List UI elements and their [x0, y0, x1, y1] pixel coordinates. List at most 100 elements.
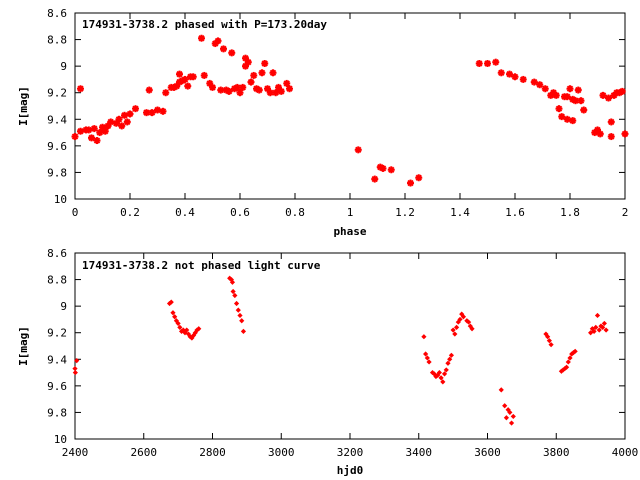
unphased-plot-data-point — [443, 367, 449, 373]
phased-plot-data-point — [577, 97, 585, 105]
phased-plot-data-point — [415, 174, 423, 182]
unphased-plot-ylabel: I[mag] — [17, 326, 30, 366]
phased-plot-data-point — [574, 86, 582, 94]
phased-plot-data-point — [121, 111, 128, 119]
phased-plot-ytick-label: 9.2 — [47, 87, 67, 100]
unphased-plot-data-point — [596, 327, 602, 333]
phased-plot-data-point — [233, 83, 241, 91]
phased-plot-xtick-label: 1.6 — [505, 206, 525, 219]
unphased-plot-data-point — [510, 413, 516, 420]
phased-plot-data-point — [269, 69, 277, 77]
unphased-plot-data-point — [421, 334, 427, 340]
phased-plot-data-point — [277, 87, 285, 95]
phased-plot-data-point — [123, 118, 131, 126]
phased-plot-data-point — [176, 70, 183, 78]
phased-plot-data-point — [77, 127, 84, 135]
phased-plot-data-point — [599, 91, 607, 99]
phased-plot-data-point — [200, 71, 208, 79]
unphased-plot-data-point — [601, 320, 607, 327]
phased-plot-data-point — [558, 113, 566, 121]
phased-plot-data-point — [484, 59, 491, 67]
unphased-plot-data-point — [503, 415, 510, 421]
phased-plot-ticks: 0 0.2 0.4 0.6 0.8 1 1.2 1.4 1.6 1.8 2 8.6 8.8 9 9.2 9.4… — [47, 7, 628, 219]
phased-plot-data-point — [569, 117, 577, 125]
phased-plot-xtick-label: 1.8 — [560, 206, 580, 219]
phased-plot-data-point — [77, 85, 84, 93]
unphased-plot-data-point — [426, 359, 432, 365]
unphased-plot-data-point — [74, 358, 80, 364]
phased-plot-data-point — [88, 134, 95, 142]
unphased-plot-data-point — [232, 292, 238, 299]
unphased-plot-xtick-label: 2800 — [199, 446, 226, 459]
phased-plot-data-point — [115, 115, 123, 123]
phased-plot-data-point — [118, 122, 126, 130]
phased-plot-data-point — [354, 146, 362, 154]
unphased-plot-data-point — [196, 326, 202, 332]
phased-plot-data-point — [159, 107, 167, 115]
unphased-plot-ytick-label: 8.6 — [47, 247, 67, 260]
unphased-plot-data-point — [448, 352, 455, 358]
unphased-plot-data-point — [570, 350, 577, 356]
phased-plot-data-point — [407, 179, 414, 187]
phased-plot-ytick-label: 8.6 — [47, 7, 67, 20]
unphased-plot-data-point — [229, 279, 236, 285]
unphased-plot-data-point — [457, 316, 463, 323]
unphased-plot-data-point — [452, 331, 458, 337]
unphased-plot-data-point — [507, 409, 513, 416]
unphased-plot-data-point — [424, 355, 430, 361]
phased-plot-data-point — [596, 130, 604, 138]
unphased-plot-data-point — [508, 420, 515, 426]
unphased-plot-xtick-label: 2400 — [62, 446, 89, 459]
phased-plot-xtick-label: 0.4 — [175, 206, 195, 219]
phased-plot-data-point — [379, 164, 387, 172]
unphased-plot-points — [72, 275, 609, 426]
phased-plot-data-point — [250, 71, 258, 79]
unphased-plot-data-point — [423, 351, 429, 357]
unphased-plot-data-point — [172, 314, 178, 320]
unphased-plot-data-point — [436, 369, 442, 376]
unphased-plot-data-point — [603, 327, 609, 333]
unphased-plot-data-point — [469, 326, 475, 332]
unphased-plot-data-point — [239, 318, 245, 324]
phased-plot-data-point — [148, 109, 156, 117]
phased-plot-xtick-label: 0.8 — [285, 206, 305, 219]
unphased-plot-data-point — [593, 324, 599, 330]
unphased-plot-data-point — [233, 300, 240, 307]
phased-plot-xtick-label: 1 — [347, 206, 354, 219]
unphased-plot-data-point — [498, 387, 504, 393]
unphased-plot-ytick-label: 9 — [60, 300, 67, 313]
phased-plot-data-point — [214, 37, 222, 45]
unphased-plot-data-point — [565, 359, 571, 365]
unphased-plot-xtick-label: 3400 — [406, 446, 433, 459]
unphased-plot-xtick-label: 4000 — [612, 446, 639, 459]
phased-plot-data-point — [96, 129, 104, 137]
unphased-plot-data-point — [180, 327, 186, 333]
unphased-plot-data-point — [548, 342, 554, 348]
unphased-plot-data-point — [184, 327, 190, 333]
phased-plot-frame — [74, 12, 626, 200]
phased-plot-data-point — [272, 89, 280, 97]
unphased-plot-data-point — [190, 332, 197, 338]
phased-plot-data-point — [228, 49, 236, 57]
phased-plot-data-point — [519, 75, 527, 83]
phased-plot-xtick-label: 1.2 — [395, 206, 415, 219]
phased-plot-data-point — [189, 73, 197, 81]
unphased-plot-data-point — [438, 375, 444, 381]
unphased-plot-data-point — [168, 299, 174, 305]
unphased-plot-data-point — [178, 328, 185, 334]
unphased-plot-data-point — [594, 312, 601, 319]
phased-plot-ylabel: I[mag] — [17, 86, 30, 126]
unphased-plot-data-point — [240, 328, 247, 334]
unphased-plot-ytick-label: 9.4 — [47, 353, 67, 366]
phased-plot-data-point — [162, 89, 170, 97]
phased-plot-data-point — [621, 130, 629, 138]
phased-plot-data-point — [101, 127, 109, 135]
phased-plot: 0 0.2 0.4 0.6 0.8 1 1.2 1.4 1.6 1.8 2 8.6 8.8 9 9.2 9.4… — [17, 7, 629, 238]
phased-plot-data-point — [563, 93, 571, 101]
phased-plot-data-point — [231, 85, 238, 93]
unphased-plot-data-point — [185, 331, 192, 337]
unphased-plot-data-point — [175, 320, 181, 327]
phased-plot-data-point — [71, 133, 79, 141]
phased-plot-data-point — [605, 94, 612, 102]
unphased-plot-frame — [74, 252, 626, 440]
